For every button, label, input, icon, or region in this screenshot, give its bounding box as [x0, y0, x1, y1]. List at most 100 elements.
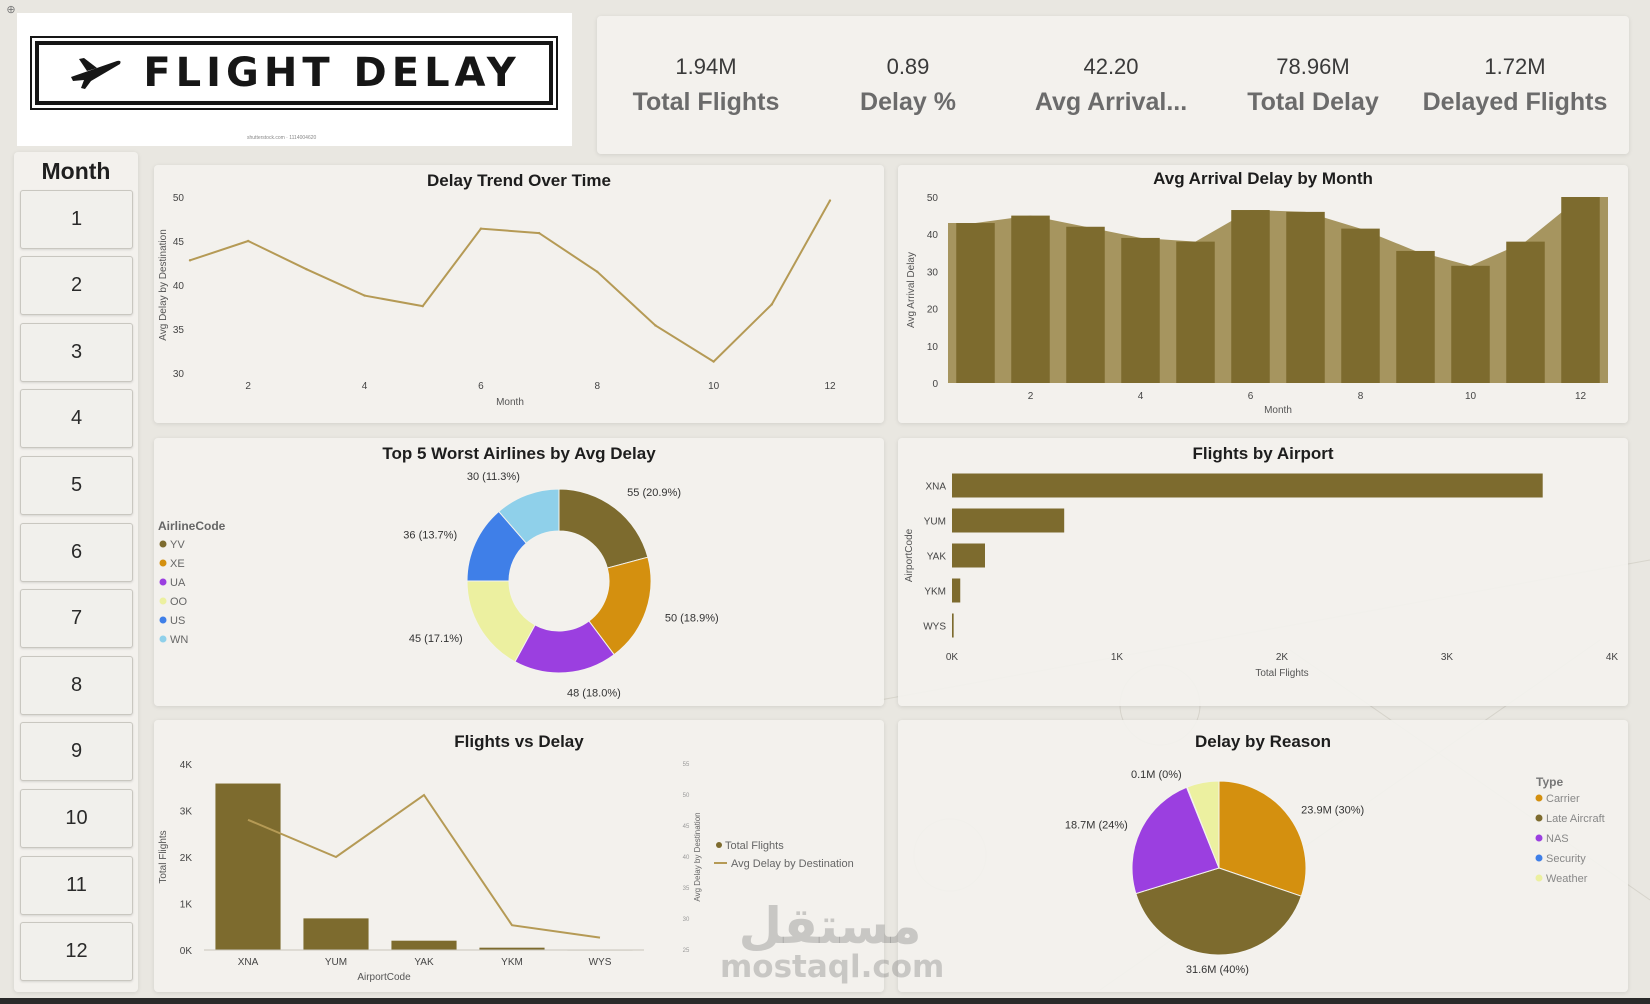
top-airlines-panel[interactable]: Top 5 Worst Airlines by Avg Delay 55 (20…	[154, 438, 884, 706]
month-slicer-title: Month	[41, 158, 111, 184]
data-point	[596, 270, 599, 273]
y2-tick-label: 50	[683, 793, 690, 799]
month-button-5[interactable]: 5	[20, 456, 133, 515]
legend-label: Avg Delay by Destination	[731, 858, 854, 870]
x-tick-label: YKM	[501, 957, 523, 968]
month-button-12[interactable]: 12	[20, 922, 133, 981]
flights-by-airport-panel[interactable]: Flights by Airport XNA YUM YAK YKM WYS 0K 1K 2K…	[898, 438, 1628, 706]
y-tick-label: XNA	[925, 482, 946, 493]
month-button-4[interactable]: 4	[20, 389, 133, 448]
y-tick-label: 40	[173, 281, 185, 292]
watermark: مستقل mostaql.com	[720, 900, 944, 983]
kpi-label: Total Delay	[1247, 88, 1379, 116]
airplane-icon	[71, 58, 121, 89]
x-tick-label: 2	[245, 381, 251, 392]
x-tick-label: XNA	[238, 957, 259, 968]
x-axis-label: AirportCode	[357, 972, 411, 983]
kpi-value: 42.20	[1083, 54, 1139, 79]
delay-by-reason-chart: 23.9M (30%) 31.6M (40%) 18.7M (24%) 0.1M (0…	[1065, 769, 1605, 976]
data-label: 23.9M (30%)	[1301, 804, 1364, 816]
data-label: 18.7M (24%)	[1065, 819, 1128, 831]
month-button-11[interactable]: 11	[20, 856, 133, 915]
month-button-8[interactable]: 8	[20, 656, 133, 715]
month-button-10[interactable]: 10	[20, 789, 133, 848]
x-tick-label: 3K	[1441, 652, 1454, 663]
data-point	[305, 267, 308, 271]
bar	[215, 783, 281, 950]
flights-vs-delay-chart: 0K 1K 2K 3K 4K XNA YUM YAK YKM WYS AirportCode Tota…	[158, 760, 854, 983]
kpi-label: Delay %	[860, 88, 956, 116]
month-button-3[interactable]: 3	[20, 323, 133, 382]
bar	[956, 223, 995, 383]
legend-label: Late Aircraft	[1546, 813, 1605, 825]
kpi-strip: 1.94M Total Flights 0.89 Delay % 42.20 A…	[597, 16, 1629, 154]
x-tick-label: 10	[708, 381, 720, 392]
pie-slice	[1218, 780, 1307, 897]
kpi-avg-arrival: 42.20 Avg Arrival...	[1011, 16, 1211, 154]
donut-slice	[498, 488, 560, 544]
data-point	[421, 304, 424, 308]
data-label: 0.1M (0%)	[1131, 769, 1182, 781]
kpi-value: 1.72M	[1484, 54, 1546, 79]
y-tick-label: YAK	[927, 552, 947, 563]
month-button-1[interactable]: 1	[20, 190, 133, 249]
x-tick-label: YAK	[414, 957, 434, 968]
area-fill	[948, 197, 1608, 383]
pie-slice	[1135, 867, 1302, 956]
kpi-label: Delayed Flights	[1422, 88, 1608, 116]
legend-label: NAS	[1546, 833, 1569, 845]
kpi-label: Total Flights	[632, 88, 780, 116]
bar	[1561, 197, 1600, 383]
bar	[1066, 226, 1105, 383]
y-tick-label: 10	[927, 342, 939, 353]
legend-label: Security	[1546, 853, 1586, 865]
y-tick-label: 1K	[180, 900, 193, 911]
data-point	[246, 239, 250, 243]
settings-icon[interactable]: ⊕	[6, 4, 16, 16]
legend-marker	[159, 540, 167, 548]
x-tick-label: 12	[1575, 391, 1587, 402]
flights-by-airport-chart: XNA YUM YAK YKM WYS 0K 1K 2K 3K 4K Total Flights Ai…	[904, 473, 1618, 679]
x-axis-label: Month	[496, 397, 524, 408]
x-tick-label: 8	[594, 381, 600, 392]
x-tick-label: 4	[362, 381, 368, 392]
month-button-7[interactable]: 7	[20, 589, 133, 648]
month-button-9[interactable]: 9	[20, 722, 133, 781]
donut-slice	[558, 488, 649, 569]
data-point	[537, 231, 541, 235]
x-tick-label: 12	[824, 381, 836, 392]
month-button-6[interactable]: 6	[20, 523, 133, 582]
bottom-bar	[0, 998, 1650, 1004]
legend-marker	[1535, 814, 1543, 822]
data-point	[363, 294, 366, 297]
y-tick-label: 45	[173, 237, 185, 248]
y2-tick-label: 25	[683, 948, 690, 954]
avg-arrival-panel[interactable]: Avg Arrival Delay by Month 0 10 20 30 40 50 2 4…	[898, 165, 1628, 423]
bar	[1286, 211, 1325, 383]
legend-marker	[159, 597, 167, 605]
kpi-value: 1.94M	[675, 54, 737, 79]
kpi-total-flights: 1.94M Total Flights	[606, 16, 806, 154]
y-tick-label: 35	[173, 325, 185, 336]
y-tick-label: 30	[173, 369, 185, 380]
x-tick-label: WYS	[589, 957, 612, 968]
logo-title: FLIGHT DELAY	[143, 50, 521, 96]
data-label: 30 (11.3%)	[467, 471, 520, 483]
month-button-2[interactable]: 2	[20, 256, 133, 315]
data-point	[479, 227, 483, 230]
bar	[479, 947, 545, 950]
x-tick-label: 2	[1028, 391, 1034, 402]
delay-by-reason-panel[interactable]: Delay by Reason 23.9M (30%) 31.6M (40%) 18…	[898, 720, 1628, 992]
data-point	[770, 303, 774, 306]
legend-marker	[1535, 854, 1543, 862]
bar	[952, 613, 954, 638]
bar	[1011, 215, 1050, 383]
y-tick-label: 0	[932, 379, 938, 390]
legend-label: UA	[170, 577, 186, 589]
flights-vs-delay-panel[interactable]: Flights vs Delay 0K 1K 2K 3K 4K XNA YUM YAK YKM W…	[154, 720, 884, 992]
legend-label: YV	[170, 539, 185, 551]
delay-trend-panel[interactable]: Delay Trend Over Time 30 35 40 45 50 2 4 6 8 10 12…	[154, 165, 884, 423]
legend-label: Weather	[1546, 873, 1588, 885]
y-axis-label: AirportCode	[904, 528, 915, 582]
x-tick-label: 6	[1248, 391, 1254, 402]
